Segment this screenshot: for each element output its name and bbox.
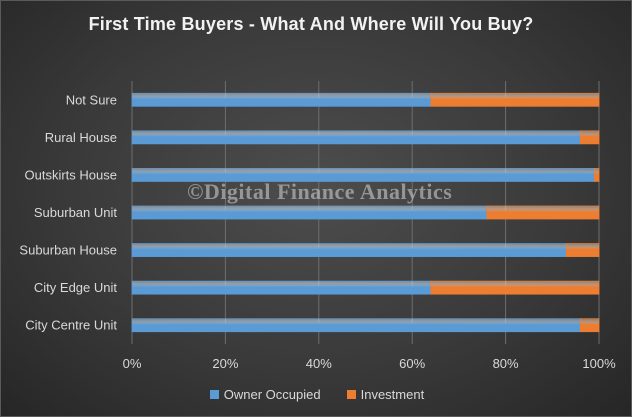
bar-owner-occupied: [131, 280, 432, 295]
x-tick-label: 0%: [123, 356, 142, 371]
y-category-label: Not Sure: [66, 92, 117, 107]
bar-investment: [593, 168, 600, 182]
legend: Owner Occupied Investment: [1, 387, 632, 402]
x-tick-label: 40%: [306, 356, 332, 371]
bar-owner-occupied: [131, 130, 581, 145]
y-category-label: City Centre Unit: [25, 318, 117, 333]
x-tick-label: 100%: [582, 356, 616, 371]
x-tick-label: 60%: [399, 356, 425, 371]
x-tick-label: 20%: [212, 356, 238, 371]
bar-investment: [579, 130, 600, 145]
bar-owner-occupied: [131, 205, 488, 220]
legend-item: Investment: [346, 387, 425, 402]
y-category-label: Suburban House: [19, 243, 117, 258]
bar-investment: [565, 243, 600, 257]
legend-label: Owner Occupied: [223, 387, 321, 402]
y-category-label: Outskirts House: [25, 167, 117, 182]
bar-investment: [486, 205, 600, 220]
bar-investment: [430, 92, 600, 107]
legend-swatch: [209, 390, 219, 399]
watermark: ©Digital Finance Analytics: [187, 179, 453, 204]
bar-owner-occupied: [131, 243, 567, 257]
legend-item: Owner Occupied: [209, 387, 321, 402]
legend-label: Investment: [360, 387, 425, 402]
bar-investment: [430, 280, 600, 295]
y-category-label: City Edge Unit: [34, 280, 117, 295]
legend-swatch: [346, 390, 356, 399]
y-category-label: Rural House: [45, 130, 117, 145]
bar-owner-occupied: [131, 92, 432, 107]
chart-title: First Time Buyers - What And Where Will …: [88, 14, 534, 34]
bar-owner-occupied: [131, 318, 581, 333]
bar-investment: [579, 318, 600, 333]
y-category-label: Suburban Unit: [34, 205, 117, 220]
x-tick-label: 80%: [493, 356, 519, 371]
